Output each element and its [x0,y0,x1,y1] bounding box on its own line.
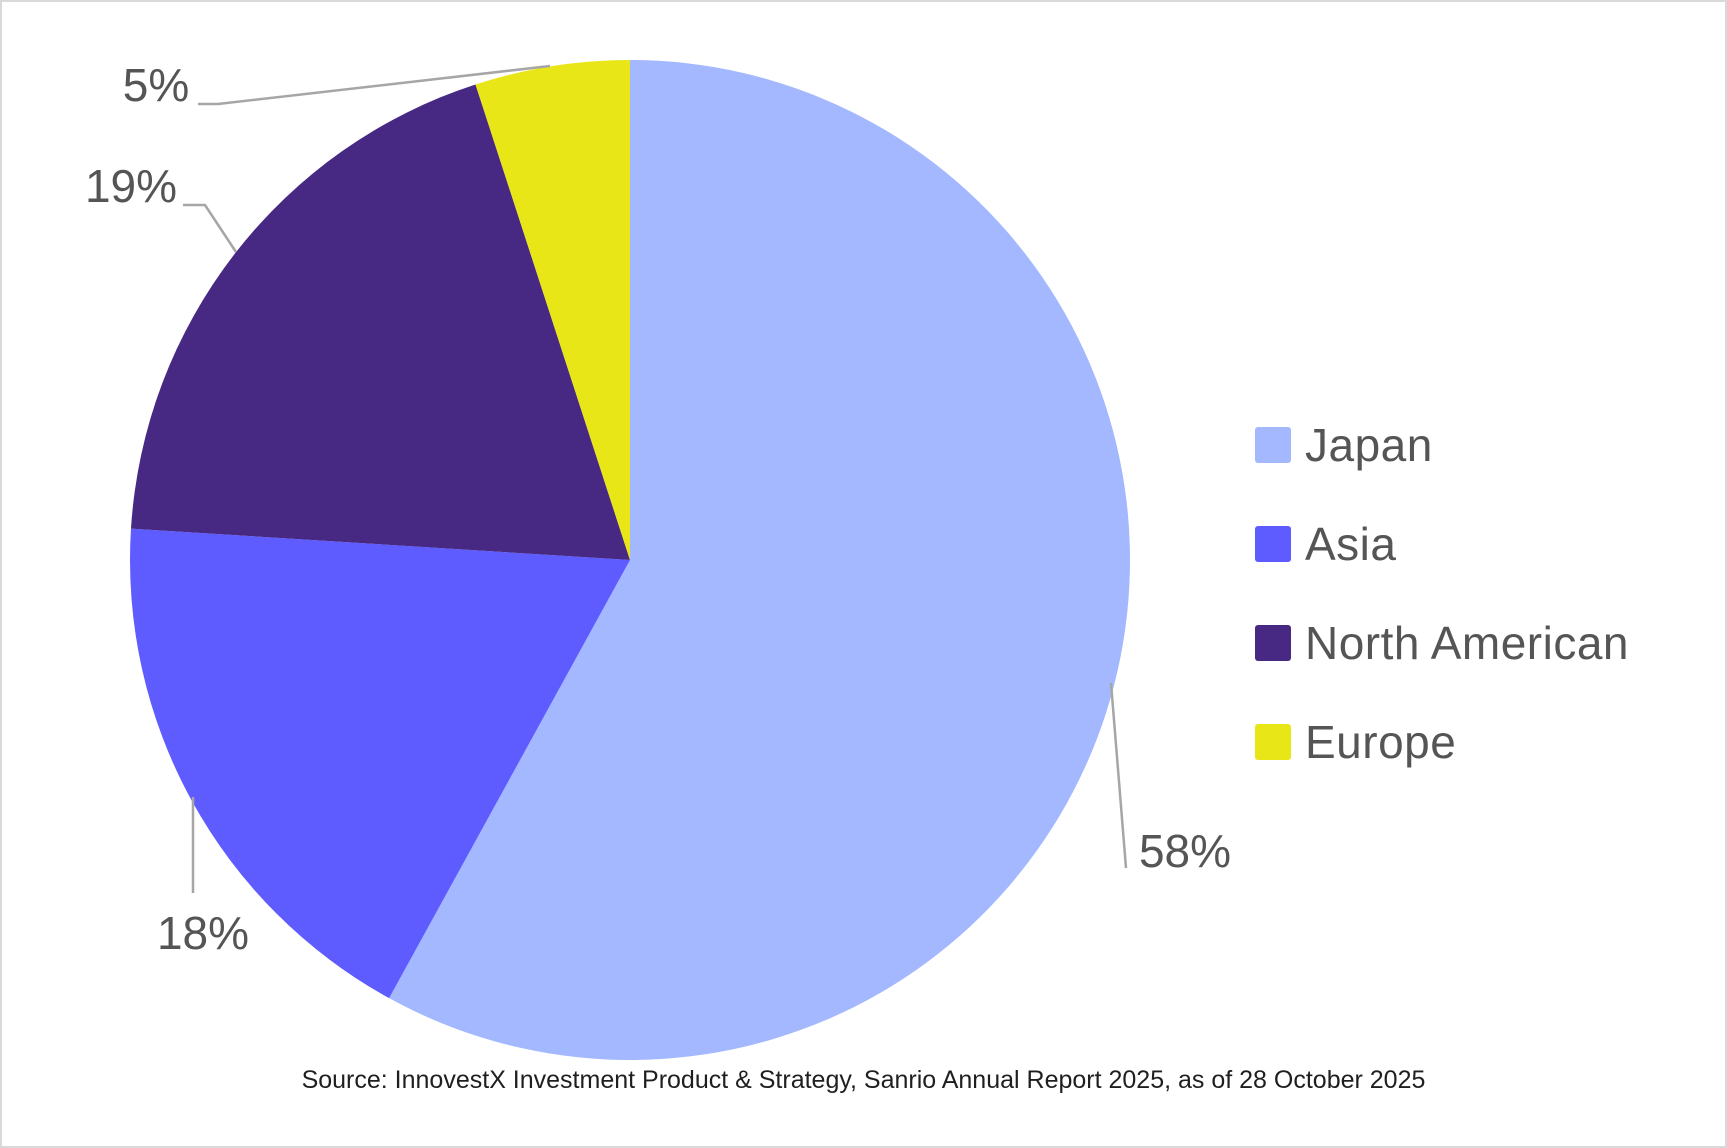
legend-swatch-asia [1255,525,1291,562]
pie-slice-north-american [130,84,630,560]
legend-label-asia: Asia [1305,517,1397,570]
legend-label-japan: Japan [1305,418,1433,471]
source-note: Source: InnovestX Investment Product & S… [301,1066,1426,1094]
legend-swatch-europe [1255,723,1291,760]
chart-legend: Japan Asia North American Europe [1255,395,1629,791]
leader-line-north-american [183,203,238,253]
pie-slice-asia [130,528,630,999]
pie-slice-europe [475,60,630,560]
legend-swatch-north-american [1255,624,1291,661]
legend-item-north-american: North American [1255,593,1629,692]
data-label-japan: 58% [1139,825,1231,877]
data-label-asia: 18% [157,907,249,959]
data-label-europe: 5% [123,59,189,111]
legend-item-asia: Asia [1255,494,1629,593]
legend-item-europe: Europe [1255,692,1629,791]
data-label-north-american: 19% [85,160,177,212]
pie-slice-japan [389,60,1130,1060]
legend-label-north-american: North American [1305,616,1630,669]
leader-line-japan [1109,682,1128,869]
leader-line-europe [198,64,551,106]
legend-swatch-japan [1255,426,1291,463]
legend-label-europe: Europe [1305,715,1457,768]
legend-item-japan: Japan [1255,395,1629,494]
